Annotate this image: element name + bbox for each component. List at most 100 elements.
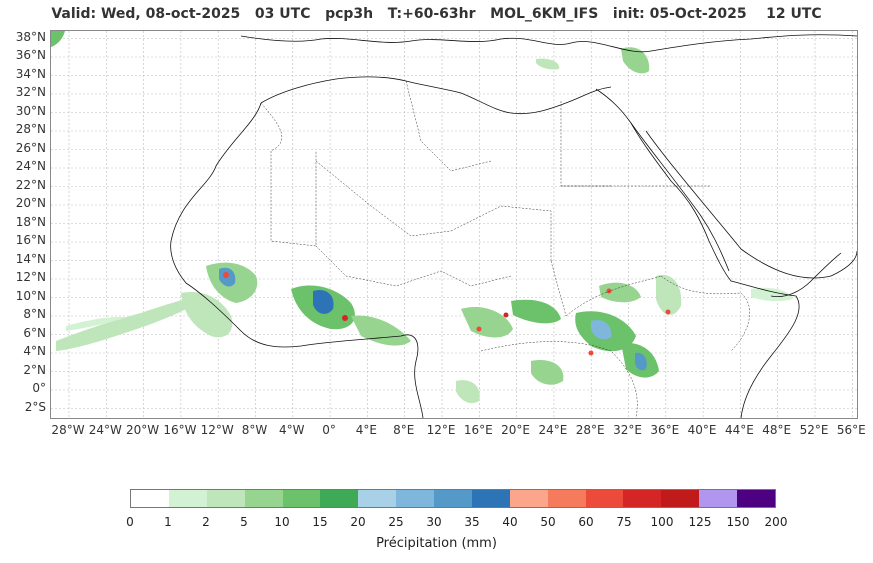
lon-label: 16°W — [163, 423, 197, 437]
colorbar-segment — [471, 490, 510, 507]
precip-max-cameroon — [476, 326, 482, 332]
lat-label: 38°N — [15, 29, 46, 44]
lat-label: 34°N — [15, 66, 46, 81]
colorbar-segment — [737, 490, 775, 507]
colorbar-tick-label: 1 — [164, 515, 172, 529]
precip-patch-congo — [531, 360, 564, 385]
coastlines-and-borders — [170, 34, 857, 418]
lat-label: 4°N — [23, 344, 46, 358]
lat-label: 36°N — [15, 48, 46, 62]
precip-patch-nigeria — [351, 315, 411, 346]
colorbar-tick-label: 2 — [202, 515, 210, 529]
lon-label: 20°E — [501, 423, 531, 437]
colorbar-tick-label: 15 — [312, 515, 328, 529]
precip-patch-ghana-core — [313, 289, 334, 314]
country-borders — [260, 80, 750, 418]
colorbar-segment — [434, 490, 472, 507]
precip-max-ethiopia — [606, 288, 612, 294]
colorbar-tick-label: 35 — [464, 515, 480, 529]
lon-label: 8°E — [393, 423, 415, 437]
border-sudan-southsudan — [565, 275, 662, 317]
lat-label: 14°N — [15, 251, 46, 266]
colorbar-label: Précipitation (mm) — [376, 536, 497, 551]
border-algeria-mali — [315, 160, 452, 237]
border-drc — [480, 341, 638, 418]
lat-label: 32°N — [15, 85, 46, 99]
africa-east-coast — [595, 88, 800, 418]
colorbar-segment — [282, 490, 321, 507]
lon-label: 20°W — [126, 423, 160, 437]
lat-label: 8°N — [23, 307, 46, 321]
colorbar-tick-label: 10 — [274, 515, 290, 529]
lat-label: 2°N — [23, 362, 46, 377]
lon-label: 12°E — [426, 423, 456, 437]
colorbar-tick-label: 5 — [240, 515, 248, 529]
lat-label: 6°N — [23, 325, 46, 340]
colorbar-segment — [623, 490, 662, 507]
lat-label: 20°N — [15, 196, 46, 210]
colorbar-tick-label: 25 — [388, 515, 404, 529]
graticule — [51, 31, 857, 418]
border-niger-chad — [450, 205, 552, 261]
precip-patch-coast — [181, 291, 233, 338]
precip-patch-southsudan-core — [591, 319, 612, 340]
lon-label: 16°E — [463, 423, 493, 437]
border-west-africa — [315, 245, 512, 287]
colorbar-segment — [131, 490, 169, 507]
colorbar-segment — [585, 490, 624, 507]
lon-label: 8°W — [241, 423, 268, 437]
colorbar-tick-label: 60 — [578, 515, 594, 529]
europe-coast — [240, 34, 857, 53]
lon-label: 28°W — [51, 423, 85, 437]
somalia-coast — [770, 252, 842, 298]
colorbar-segment — [320, 490, 359, 507]
colorbar-segment — [509, 490, 548, 507]
lat-label: 24°N — [15, 159, 46, 173]
colorbar-tick-label: 30 — [426, 515, 442, 529]
lat-label: 30°N — [15, 103, 46, 118]
colorbar-tick-label: 50 — [540, 515, 556, 529]
border-morocco — [260, 102, 282, 152]
lon-label: 24°E — [538, 423, 568, 437]
border-algeria-tunisia — [405, 80, 492, 172]
border-chad-sudan — [550, 260, 567, 317]
border-mauritania-mali — [270, 151, 317, 247]
colorbar-segment — [206, 490, 245, 507]
lon-label: 32°E — [613, 423, 642, 437]
colorbar — [130, 489, 776, 508]
lat-label: 18°N — [15, 214, 46, 229]
precip-max-ethiopia-2 — [665, 309, 671, 315]
colorbar-tick-label: 125 — [688, 515, 712, 529]
lat-label: 28°N — [15, 122, 46, 136]
colorbar-segment — [699, 490, 737, 507]
colorbar-tick-label: 20 — [350, 515, 366, 529]
lon-label: 4°E — [355, 423, 377, 437]
colorbar-segment — [358, 490, 397, 507]
precip-patch-mediterranean — [621, 47, 650, 74]
lat-label: 22°N — [15, 177, 46, 192]
precip-max-car — [503, 312, 509, 318]
lat-label: 26°N — [15, 140, 46, 155]
africa-coastline — [170, 102, 424, 418]
lon-label: 12°W — [200, 423, 234, 437]
mediterranean-coast — [260, 76, 612, 115]
border-libya-egypt — [560, 101, 611, 187]
precip-patch-eastafrica-core — [634, 352, 647, 371]
map-canvas — [51, 31, 857, 418]
precip-patch-atlantic-2 — [66, 316, 126, 331]
precip-patch-nw-corner — [51, 31, 65, 47]
precip-patch-mediterranean-2 — [536, 58, 560, 70]
precip-max-ghana — [342, 315, 348, 321]
lon-label: 4°W — [279, 423, 305, 437]
lat-label: 0° — [32, 381, 46, 395]
lat-label: 2°S — [24, 399, 46, 414]
chart-title: Valid: Wed, 08-oct-2025 03 UTC pcp3h T:+… — [51, 6, 822, 22]
precip-patch-atlantic — [56, 298, 201, 351]
lon-label: 24°W — [88, 423, 122, 437]
lon-label: 52°E — [799, 423, 829, 437]
lon-label: 40°E — [687, 423, 717, 437]
precipitation-fields — [51, 31, 793, 404]
map-panel — [50, 30, 858, 419]
colorbar-segment — [661, 490, 700, 507]
colorbar-tick-label: 200 — [764, 515, 788, 529]
